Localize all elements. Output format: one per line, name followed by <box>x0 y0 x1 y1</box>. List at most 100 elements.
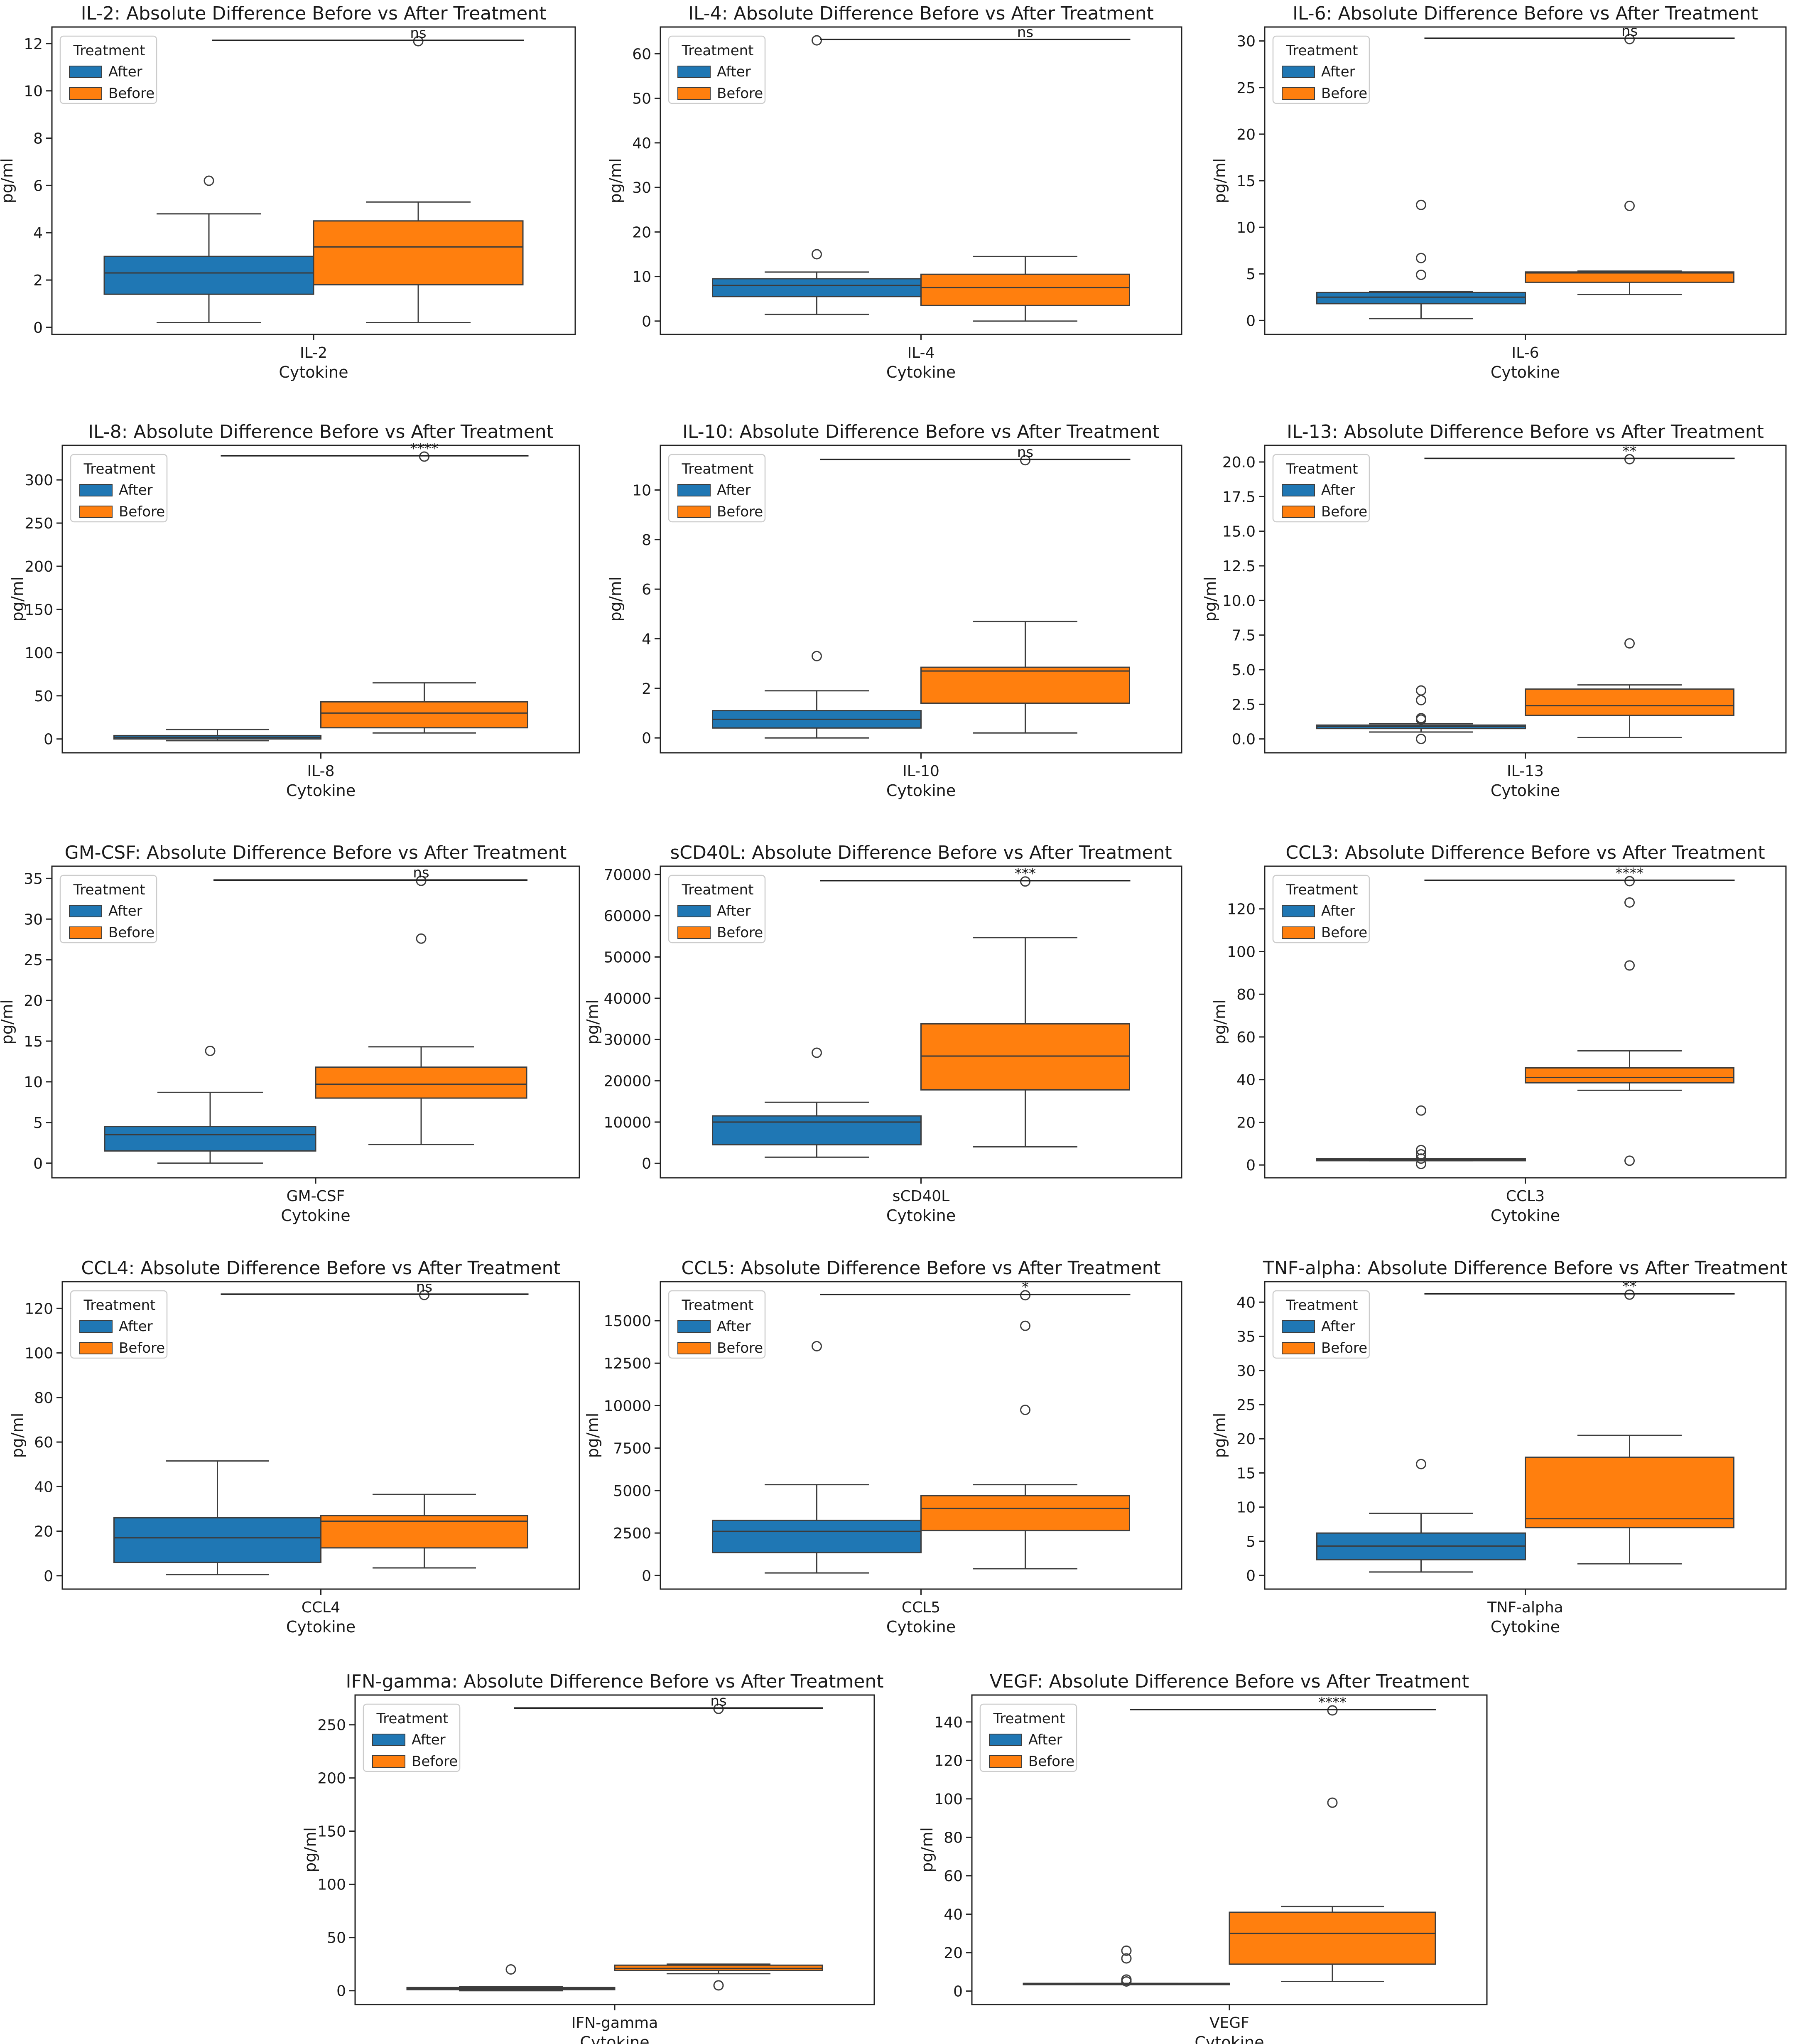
y-axis-label: pg/ml <box>8 1413 27 1458</box>
y-tick-label: 20 <box>1236 1431 1256 1448</box>
legend-box <box>668 1290 766 1359</box>
significance-label: ns <box>710 1693 726 1709</box>
y-axis-label: pg/ml <box>584 1000 602 1045</box>
outlier-point <box>205 1046 216 1056</box>
legend-swatch-after <box>79 1320 113 1333</box>
y-tick-label: 25 <box>24 952 43 969</box>
outlier-point <box>1624 638 1635 649</box>
y-tick-label: 60 <box>34 1434 53 1451</box>
box-after <box>712 651 922 739</box>
legend-title: Treatment <box>1285 1297 1358 1314</box>
y-axis-label: pg/ml <box>301 1827 319 1872</box>
legend-label-after: After <box>717 482 751 499</box>
box-after <box>712 1047 922 1158</box>
y-tick-label: 50 <box>632 91 651 108</box>
legend-label-after: After <box>717 1318 751 1335</box>
y-tick-label: 40 <box>632 135 651 152</box>
significance-label: ** <box>1623 443 1637 459</box>
legend-label-after: After <box>119 1318 153 1335</box>
legend-swatch-after <box>69 66 102 78</box>
legend: Treatment After Before <box>1272 454 1370 523</box>
y-axis-label: pg/ml <box>606 158 625 204</box>
box-after <box>406 1964 616 1992</box>
y-tick-label: 35 <box>24 870 43 887</box>
y-tick-label: 7500 <box>613 1440 651 1457</box>
significance-label: *** <box>1015 865 1036 882</box>
y-tick-label: 20 <box>632 224 651 241</box>
outlier-point <box>1416 1145 1426 1155</box>
box-before <box>1229 1705 1436 1982</box>
legend-box <box>363 1703 461 1772</box>
iqr-box <box>1229 1911 1436 1965</box>
outlier-point <box>812 651 822 661</box>
outlier-point <box>1624 1155 1635 1166</box>
legend: Treatment After Before <box>59 35 157 104</box>
legend-swatch-after <box>1282 905 1315 917</box>
chart-panel-gm-csf: GM-CSF: Absolute Difference Before vs Af… <box>0 842 580 1225</box>
y-tick-label: 20000 <box>603 1073 651 1090</box>
legend-title: Treatment <box>681 42 753 59</box>
y-tick-label: 17.5 <box>1222 489 1256 506</box>
legend-label-after: After <box>717 64 751 80</box>
iqr-box <box>920 273 1130 306</box>
x-axis-label: Cytokine <box>886 1206 956 1225</box>
chart-title: sCD40L: Absolute Difference Before vs Af… <box>670 842 1172 863</box>
outlier-point <box>1416 269 1426 280</box>
iqr-box <box>712 1519 922 1553</box>
iqr-box <box>1525 688 1734 716</box>
y-tick-label: 4 <box>33 225 43 242</box>
y-tick-label: 6 <box>642 581 651 598</box>
legend-swatch-before <box>1282 506 1315 518</box>
legend: Treatment After Before <box>1272 875 1370 943</box>
x-axis-label: Cytokine <box>1195 2033 1264 2044</box>
y-tick-label: 30 <box>1236 33 1256 50</box>
chart-title: CCL5: Absolute Difference Before vs Afte… <box>681 1258 1160 1279</box>
y-tick-label: 30000 <box>603 1032 651 1049</box>
y-tick-label: 0 <box>336 1983 346 2000</box>
y-tick-label: 10 <box>632 269 651 286</box>
outlier-point <box>1020 455 1030 466</box>
chart-panel-scd40l: sCD40L: Absolute Difference Before vs Af… <box>584 842 1182 1225</box>
y-tick-label: 10 <box>632 482 651 499</box>
significance-label: ns <box>410 25 426 42</box>
legend-label-before: Before <box>1321 1340 1367 1356</box>
y-tick-label: 60 <box>944 1868 963 1885</box>
y-tick-label: 150 <box>317 1823 346 1840</box>
y-tick-label: 5000 <box>613 1483 651 1500</box>
x-tick-label: TNF-alpha <box>1487 1599 1563 1616</box>
y-tick-label: 30 <box>632 179 651 197</box>
y-tick-label: 0 <box>642 730 651 747</box>
legend-label-before: Before <box>1321 924 1367 941</box>
y-tick-label: 2.5 <box>1232 696 1256 713</box>
chart-title: IL-2: Absolute Difference Before vs Afte… <box>81 3 547 24</box>
legend-label-after: After <box>1321 64 1355 80</box>
x-tick-label: IL-13 <box>1507 763 1544 780</box>
legend-swatch-after <box>677 905 711 917</box>
y-tick-label: 2500 <box>613 1525 651 1542</box>
legend-swatch-before <box>677 926 711 939</box>
legend-swatch-after <box>1282 66 1315 78</box>
legend-label-before: Before <box>119 504 165 520</box>
y-tick-label: 40 <box>944 1906 963 1924</box>
outlier-point <box>416 875 427 886</box>
box-before <box>920 876 1130 1147</box>
x-tick-label: IFN-gamma <box>572 2015 658 2032</box>
box-before <box>320 451 528 734</box>
y-tick-label: 30 <box>24 911 43 928</box>
x-axis-label: Cytokine <box>580 2033 649 2044</box>
outlier-point <box>1121 1953 1132 1964</box>
box-before <box>1525 876 1734 1166</box>
outlier-point <box>419 1290 429 1300</box>
box-before <box>320 1290 528 1569</box>
x-tick-label: CCL4 <box>302 1599 340 1616</box>
outlier-point <box>1327 1705 1338 1716</box>
legend-label-before: Before <box>108 924 155 941</box>
iqr-box <box>103 256 314 295</box>
chart-panel-ccl3: CCL3: Absolute Difference Before vs Afte… <box>1211 842 1787 1225</box>
y-tick-label: 20 <box>24 993 43 1010</box>
legend-swatch-after <box>677 1320 711 1333</box>
y-tick-label: 120 <box>25 1300 53 1317</box>
y-tick-label: 20.0 <box>1222 454 1256 471</box>
y-tick-label: 40000 <box>603 990 651 1007</box>
